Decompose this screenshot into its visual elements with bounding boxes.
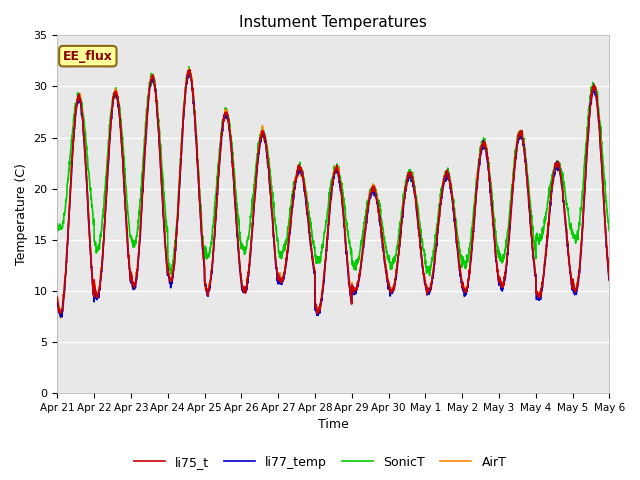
X-axis label: Time: Time (318, 419, 349, 432)
AirT (56, 315, 64, 321)
AirT (350, 288, 358, 293)
Line: li75_t: li75_t (58, 70, 609, 313)
li77_temp (54, 300, 61, 305)
li75_t (362, 220, 369, 226)
li75_t (494, 274, 502, 280)
li77_temp (573, 291, 580, 297)
li77_temp (494, 276, 502, 282)
li75_t (54, 294, 61, 300)
SonicT (349, 264, 357, 270)
Title: Instument Temperatures: Instument Temperatures (239, 15, 428, 30)
AirT (362, 219, 369, 225)
li75_t (186, 67, 193, 72)
AirT (54, 298, 61, 303)
Y-axis label: Temperature (C): Temperature (C) (15, 163, 28, 265)
li77_temp (362, 226, 369, 231)
SonicT (54, 221, 61, 227)
li75_t (208, 267, 216, 273)
SonicT (605, 228, 613, 234)
li77_temp (557, 175, 565, 180)
Line: SonicT: SonicT (58, 67, 609, 276)
SonicT (557, 166, 565, 171)
li75_t (557, 173, 565, 179)
li77_temp (208, 270, 216, 276)
li75_t (350, 289, 358, 295)
Line: AirT: AirT (58, 69, 609, 318)
li77_temp (185, 68, 193, 73)
SonicT (494, 249, 502, 254)
AirT (557, 174, 565, 180)
AirT (573, 288, 580, 294)
Legend: li75_t, li77_temp, SonicT, AirT: li75_t, li77_temp, SonicT, AirT (129, 451, 511, 474)
li77_temp (58, 314, 65, 320)
AirT (208, 264, 216, 270)
SonicT (185, 64, 193, 70)
li75_t (573, 286, 580, 291)
SonicT (573, 237, 580, 243)
Line: li77_temp: li77_temp (58, 71, 609, 317)
SonicT (362, 216, 369, 222)
li75_t (605, 277, 613, 283)
li75_t (314, 311, 321, 316)
li77_temp (350, 290, 358, 296)
SonicT (426, 273, 433, 278)
SonicT (208, 241, 216, 247)
li77_temp (605, 276, 613, 282)
Text: EE_flux: EE_flux (63, 49, 113, 63)
AirT (494, 274, 502, 280)
AirT (185, 66, 193, 72)
AirT (605, 275, 613, 280)
